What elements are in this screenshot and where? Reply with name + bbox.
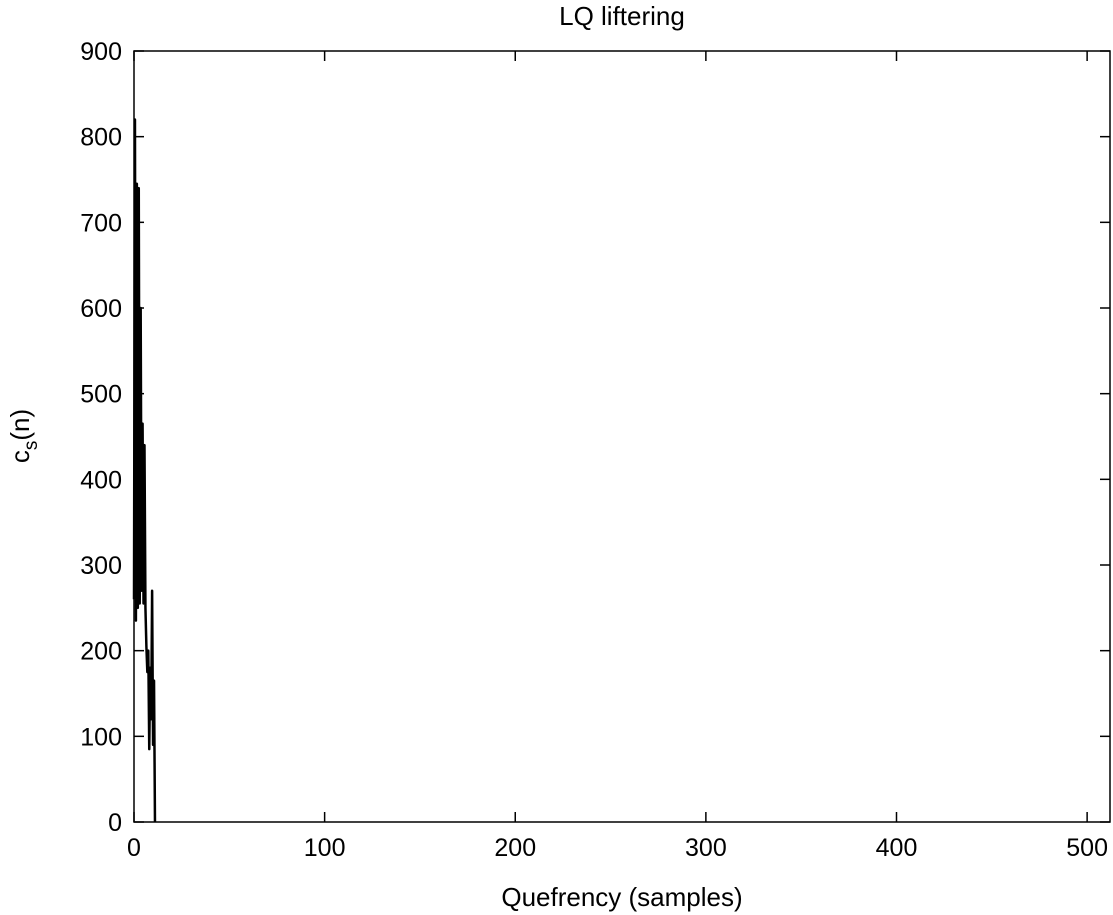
y-tick-label: 200 [80, 638, 122, 666]
x-tick-label: 200 [494, 834, 536, 862]
y-axis: 0 100 200 300 400 500 600 700 800 900 [80, 38, 1110, 837]
x-tick-label: 0 [127, 834, 141, 862]
y-axis-title-main: c [5, 450, 35, 463]
plot-area [133, 50, 1111, 823]
y-tick-label: 800 [80, 124, 122, 152]
x-tick-label: 500 [1066, 834, 1108, 862]
x-axis: 0 100 200 300 400 500 [127, 51, 1108, 862]
y-axis-title-tail: (n) [5, 409, 35, 441]
axes-box [133, 50, 1111, 823]
x-tick-label: 400 [876, 834, 918, 862]
y-axis-title: cs(n) [5, 409, 42, 463]
x-tick-label: 100 [304, 834, 346, 862]
y-tick-label: 0 [108, 809, 122, 837]
x-tick-label: 300 [685, 834, 727, 862]
y-tick-label: 600 [80, 295, 122, 323]
y-tick-label: 400 [80, 466, 122, 494]
series-line [132, 118, 157, 823]
y-tick-label: 900 [80, 38, 122, 66]
y-tick-label: 700 [80, 209, 122, 237]
y-tick-label: 300 [80, 552, 122, 580]
y-axis-title-subscript: s [21, 441, 42, 451]
y-tick-label: 100 [80, 723, 122, 751]
y-tick-label: 500 [80, 381, 122, 409]
series-group [132, 118, 157, 823]
x-axis-title: Quefrency (samples) [501, 882, 742, 912]
chart-title: LQ liftering [559, 1, 685, 31]
